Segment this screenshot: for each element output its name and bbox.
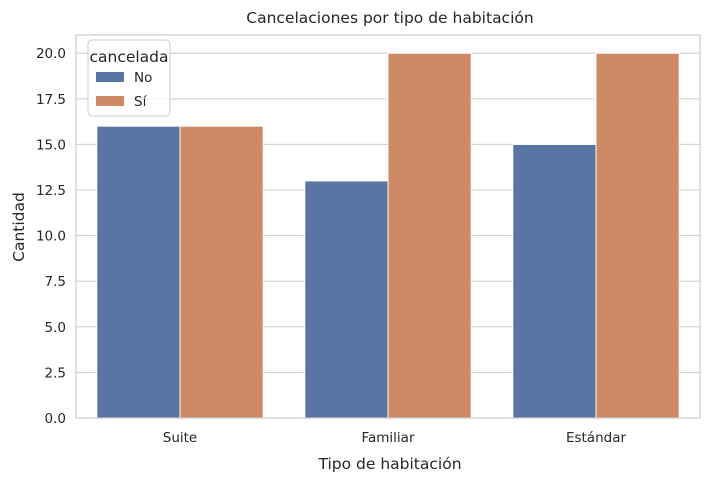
chart-title: Cancelaciones por tipo de habitación bbox=[246, 9, 533, 27]
bar-estándar-no bbox=[512, 143, 597, 419]
bar-suite-no bbox=[96, 125, 181, 419]
bar-familiar-no bbox=[304, 180, 389, 419]
plot-frame bbox=[75, 34, 701, 419]
x-tick-labels: Suite Familiar Estándar bbox=[163, 430, 627, 446]
bar-suite-si bbox=[179, 125, 264, 419]
y-tick-label: 10.0 bbox=[36, 229, 66, 245]
y-tick-label: 5.0 bbox=[45, 320, 66, 336]
legend-label-si: Sí bbox=[134, 94, 148, 110]
x-tick-label: Suite bbox=[163, 430, 197, 446]
legend-swatch-no bbox=[96, 72, 124, 82]
legend-swatch-si bbox=[96, 96, 124, 106]
legend: cancelada No Sí bbox=[87, 39, 171, 117]
legend-title: cancelada bbox=[89, 48, 168, 66]
y-tick-label: 20.0 bbox=[36, 46, 66, 62]
y-tick-label: 12.5 bbox=[36, 183, 66, 199]
x-tick-label: Familiar bbox=[361, 430, 414, 446]
legend-label-no: No bbox=[134, 70, 152, 86]
y-tick-label: 7.5 bbox=[45, 274, 66, 290]
x-tick-label: Estándar bbox=[566, 430, 627, 446]
y-tick-label: 15.0 bbox=[36, 137, 66, 153]
bar-estándar-si bbox=[595, 52, 680, 419]
y-tick-label: 2.5 bbox=[45, 365, 66, 381]
bar-familiar-si bbox=[387, 52, 472, 419]
y-tick-labels: 0.0 2.5 5.0 7.5 10.0 12.5 15.0 17.5 20.0 bbox=[36, 46, 66, 427]
y-axis-label: Cantidad bbox=[10, 192, 28, 262]
x-axis-label: Tipo de habitación bbox=[317, 455, 461, 473]
y-tick-label: 17.5 bbox=[36, 92, 66, 108]
bars bbox=[96, 52, 680, 419]
y-tick-label: 0.0 bbox=[45, 411, 66, 427]
